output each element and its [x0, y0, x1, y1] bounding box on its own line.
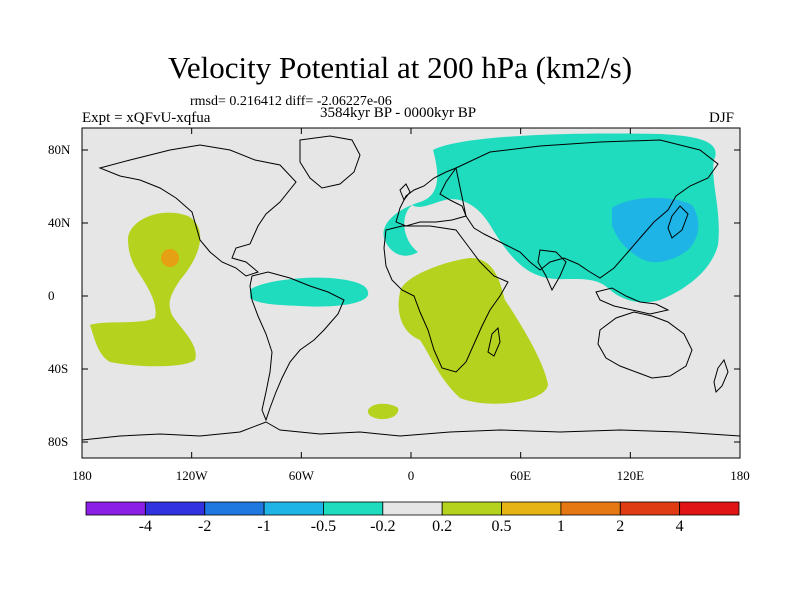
colorbar-label: -2	[198, 518, 212, 535]
colorbar-label: 1	[556, 518, 565, 535]
india-coast	[537, 249, 567, 292]
colorbar-segment	[560, 501, 621, 516]
japan-coast	[667, 205, 689, 239]
colorbar-label: -0.2	[370, 518, 396, 535]
colorbar-label: -4	[138, 518, 153, 535]
x-tick-label: 120E	[616, 468, 645, 483]
asia-coast	[455, 139, 719, 279]
colorbar-segment	[679, 501, 740, 516]
experiment-label: Expt = xQFvU-xqfua	[82, 110, 211, 126]
colorbar-segment	[144, 501, 206, 516]
colorbar-label: 2	[616, 518, 625, 535]
south-america-coast	[249, 271, 345, 422]
british-isles-coast	[399, 183, 411, 202]
colorbar-segment	[501, 501, 562, 516]
south-atlantic-lime-spot	[367, 403, 399, 420]
x-tick-label: 120W	[175, 468, 208, 483]
new-zealand-coast	[713, 358, 729, 394]
colorbar-segment	[323, 501, 384, 516]
y-tick-label: 40N	[48, 215, 71, 230]
colorbar-segment	[204, 501, 265, 516]
colorbar-label: 0.2	[432, 518, 453, 535]
africa-lime-region	[398, 258, 548, 404]
eurasia-teal-region	[383, 133, 719, 303]
colorbar-label: 0.5	[491, 518, 512, 535]
x-tick-label: 180	[730, 468, 750, 483]
y-tick-label: 40S	[48, 361, 69, 376]
colorbar-segment	[382, 501, 443, 516]
x-tick-label: 60W	[288, 468, 314, 483]
north-america-coast	[98, 144, 297, 277]
pacific-orange-spot	[161, 249, 179, 267]
y-tick-label: 80N	[48, 142, 71, 157]
maritime-continent-coast	[595, 287, 670, 315]
antarctica-coast	[82, 421, 740, 441]
colorbar-segment	[441, 501, 502, 516]
x-tick-label: 60E	[510, 468, 532, 483]
period-label: 3584kyr BP - 0000kyr BP	[320, 105, 477, 121]
africa-coast	[383, 225, 509, 373]
page-title: Velocity Potential at 200 hPa (km2/s)	[167, 50, 633, 85]
x-tick-label: 180	[72, 468, 92, 483]
coastlines	[82, 135, 740, 441]
y-tick-label: 80S	[48, 434, 69, 449]
colorbar	[85, 501, 740, 516]
season-label: DJF	[709, 110, 735, 126]
madagascar-coast	[487, 326, 501, 357]
colorbar-label: 4	[675, 518, 684, 535]
south-america-teal-band	[250, 277, 369, 307]
australia-coast	[597, 311, 693, 379]
colorbar-label: -0.5	[310, 518, 337, 535]
tick-marks	[81, 128, 741, 458]
y-tick-label: 0	[48, 288, 55, 303]
stats-label: rmsd= 0.216412 diff= -2.06227e-06	[190, 94, 392, 109]
europe-coast	[395, 166, 467, 227]
colorbar-segment	[619, 501, 681, 516]
colorbar-segment	[263, 501, 324, 516]
colorbar-segment	[85, 501, 146, 516]
greenland-coast	[299, 135, 361, 189]
x-tick-label: 0	[407, 468, 415, 483]
colorbar-label: -1	[257, 518, 271, 535]
